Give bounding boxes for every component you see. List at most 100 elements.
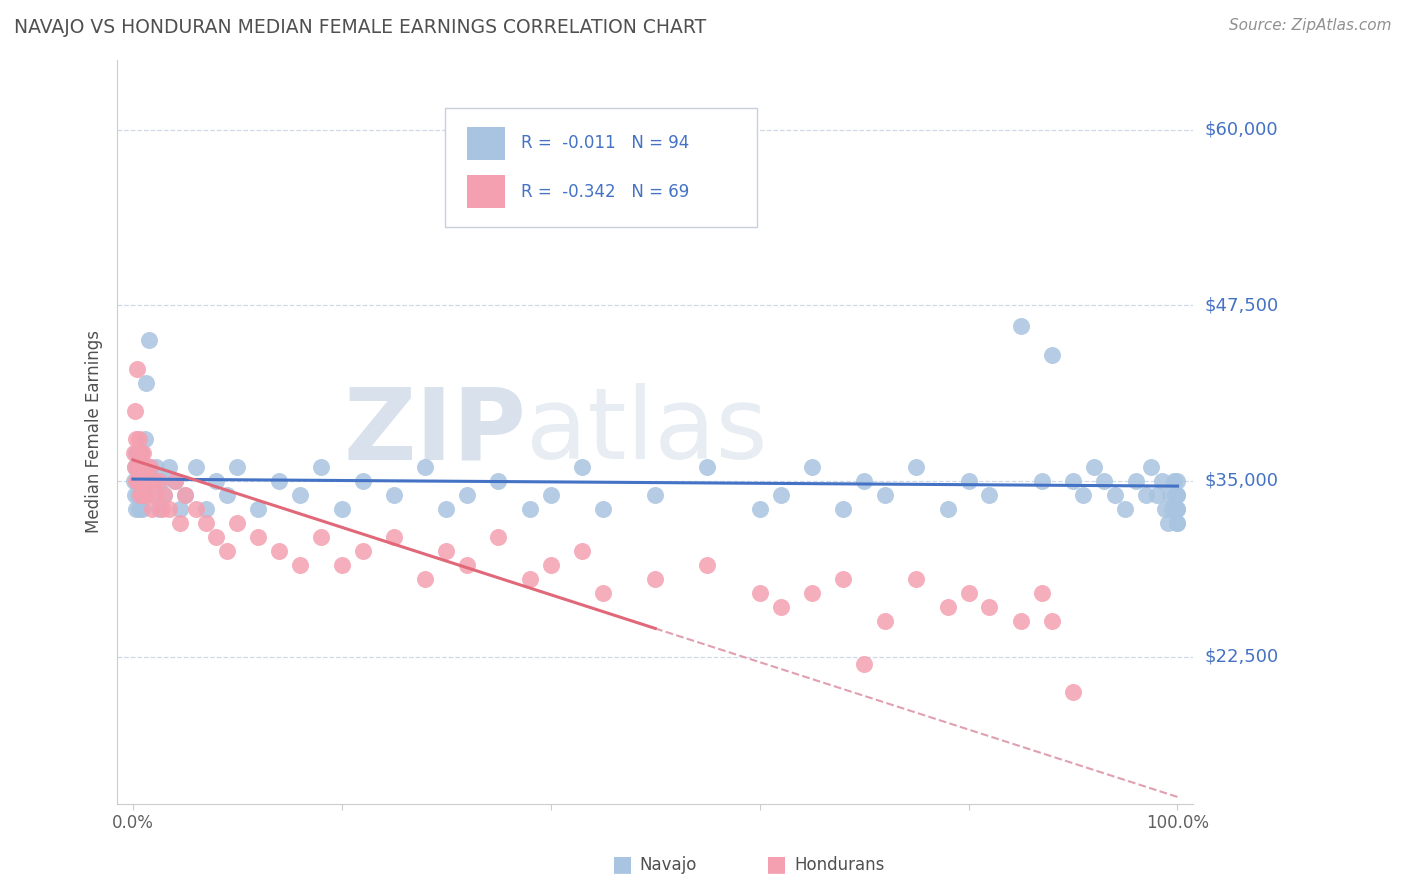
- Point: [132, 488, 155, 502]
- Point: [142, 474, 165, 488]
- Point: [174, 488, 197, 502]
- Point: [138, 459, 160, 474]
- Point: [415, 572, 437, 586]
- Point: [135, 376, 157, 390]
- Point: [132, 474, 155, 488]
- Point: [1031, 474, 1053, 488]
- Point: [1150, 474, 1173, 488]
- Point: [127, 474, 149, 488]
- Point: [288, 488, 311, 502]
- Point: [124, 459, 146, 474]
- Point: [269, 474, 291, 488]
- Point: [127, 459, 149, 474]
- Point: [1166, 516, 1188, 530]
- Point: [169, 516, 191, 530]
- Point: [129, 459, 152, 474]
- Point: [488, 474, 510, 488]
- Y-axis label: Median Female Earnings: Median Female Earnings: [86, 330, 103, 533]
- Point: [853, 474, 876, 488]
- Text: ZIP: ZIP: [343, 384, 526, 480]
- Point: [571, 459, 593, 474]
- Point: [1161, 502, 1184, 516]
- Point: [1040, 347, 1063, 361]
- Point: [226, 516, 249, 530]
- Point: [124, 403, 146, 417]
- Point: [1166, 516, 1188, 530]
- Point: [128, 474, 150, 488]
- Point: [696, 558, 718, 573]
- Point: [456, 488, 478, 502]
- Point: [382, 530, 405, 544]
- Point: [127, 446, 149, 460]
- Text: ■: ■: [612, 855, 633, 874]
- Point: [145, 488, 167, 502]
- Point: [141, 502, 163, 516]
- Point: [125, 446, 148, 460]
- Point: [979, 600, 1001, 615]
- Point: [134, 488, 156, 502]
- Point: [205, 530, 228, 544]
- Point: [1166, 488, 1188, 502]
- Point: [1157, 516, 1180, 530]
- Point: [592, 586, 614, 600]
- Point: [125, 459, 148, 474]
- Point: [1031, 586, 1053, 600]
- Point: [1166, 502, 1188, 516]
- Point: [134, 432, 156, 446]
- Point: [195, 502, 218, 516]
- Point: [129, 474, 152, 488]
- Point: [124, 488, 146, 502]
- Point: [184, 502, 207, 516]
- Point: [905, 572, 928, 586]
- FancyBboxPatch shape: [446, 108, 758, 227]
- Point: [131, 459, 153, 474]
- Point: [135, 459, 157, 474]
- Point: [138, 474, 160, 488]
- Point: [592, 502, 614, 516]
- Point: [330, 558, 353, 573]
- Point: [540, 558, 562, 573]
- Point: [215, 488, 238, 502]
- Point: [456, 558, 478, 573]
- Point: [215, 544, 238, 558]
- Point: [132, 446, 155, 460]
- Point: [352, 474, 374, 488]
- Point: [1166, 502, 1188, 516]
- Point: [169, 502, 191, 516]
- Point: [138, 334, 160, 348]
- Point: [150, 502, 173, 516]
- Point: [1083, 459, 1105, 474]
- Point: [309, 459, 332, 474]
- Point: [125, 459, 148, 474]
- Text: Source: ZipAtlas.com: Source: ZipAtlas.com: [1229, 18, 1392, 33]
- Point: [205, 474, 228, 488]
- Text: NAVAJO VS HONDURAN MEDIAN FEMALE EARNINGS CORRELATION CHART: NAVAJO VS HONDURAN MEDIAN FEMALE EARNING…: [14, 18, 706, 37]
- Point: [800, 586, 823, 600]
- Point: [128, 474, 150, 488]
- Point: [148, 474, 170, 488]
- Point: [129, 459, 152, 474]
- Point: [124, 459, 146, 474]
- Point: [1159, 488, 1181, 502]
- Text: ■: ■: [766, 855, 787, 874]
- Point: [141, 474, 163, 488]
- Point: [1073, 488, 1095, 502]
- Point: [122, 474, 145, 488]
- Text: atlas: atlas: [526, 384, 768, 480]
- Text: Hondurans: Hondurans: [794, 856, 884, 874]
- Point: [1062, 684, 1084, 698]
- Point: [129, 446, 152, 460]
- Point: [309, 530, 332, 544]
- Point: [125, 502, 148, 516]
- Point: [571, 544, 593, 558]
- Point: [853, 657, 876, 671]
- Point: [153, 488, 176, 502]
- Point: [195, 516, 218, 530]
- Point: [129, 474, 152, 488]
- Point: [125, 361, 148, 376]
- Point: [1092, 474, 1115, 488]
- Text: Navajo: Navajo: [640, 856, 697, 874]
- Point: [1104, 488, 1126, 502]
- FancyBboxPatch shape: [467, 127, 505, 160]
- Point: [434, 544, 457, 558]
